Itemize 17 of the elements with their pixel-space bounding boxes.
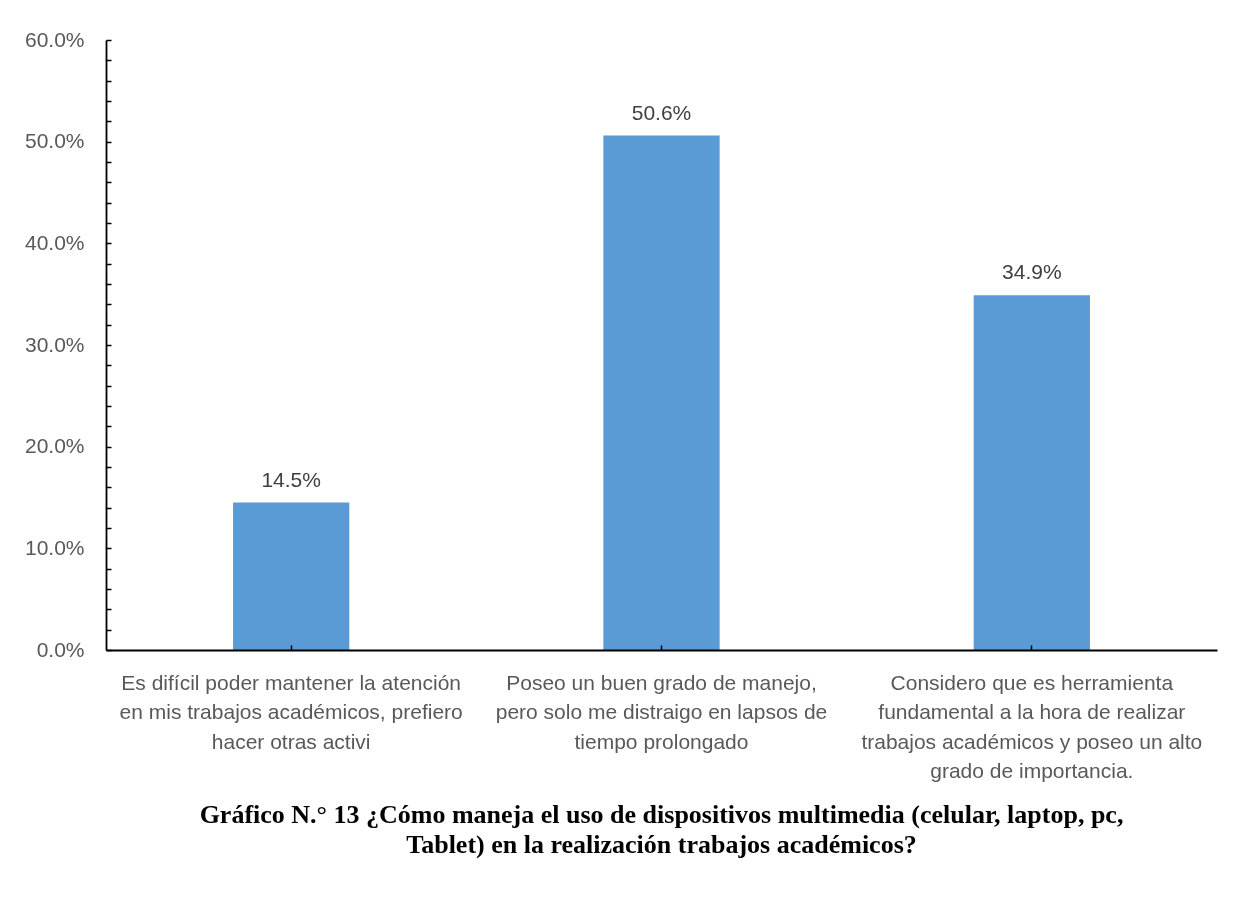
bar — [973, 295, 1090, 650]
y-tick-label: 30.0% — [24, 332, 85, 356]
text: Gráfico N.° 13 ¿Cómo maneja el uso de dispositivos multimedia (celular, laptop, pc, Tablet) en la realización trabajos académicos? — [199, 799, 1124, 859]
data-label: 34.9% — [1002, 260, 1062, 284]
bar — [603, 135, 720, 650]
y-tick-label: 60.0% — [24, 27, 85, 51]
data-label: 50.6% — [631, 100, 692, 124]
y-tick-label: 40.0% — [24, 230, 85, 254]
bar — [233, 502, 350, 650]
y-tick-label: 10.0% — [24, 535, 85, 559]
y-tick-label: 50.0% — [24, 129, 85, 153]
x-tick-label: Considero que es herramienta fundamental a la hora de realizar trabajos académicos y poseo un alto grado de importancia. — [861, 670, 1203, 782]
y-tick-label: 20.0% — [24, 434, 85, 458]
data-label: 14.5% — [261, 467, 321, 491]
x-tick-label: Poseo un buen grado de manejo, pero solo me distraigo en lapsos de tiempo prolongado — [495, 670, 828, 753]
x-tick-label: Es difícil poder mantener la atención en mis trabajos académicos, prefiero hacer otras activi — [119, 670, 463, 753]
y-tick-label: 0.0% — [36, 637, 85, 661]
